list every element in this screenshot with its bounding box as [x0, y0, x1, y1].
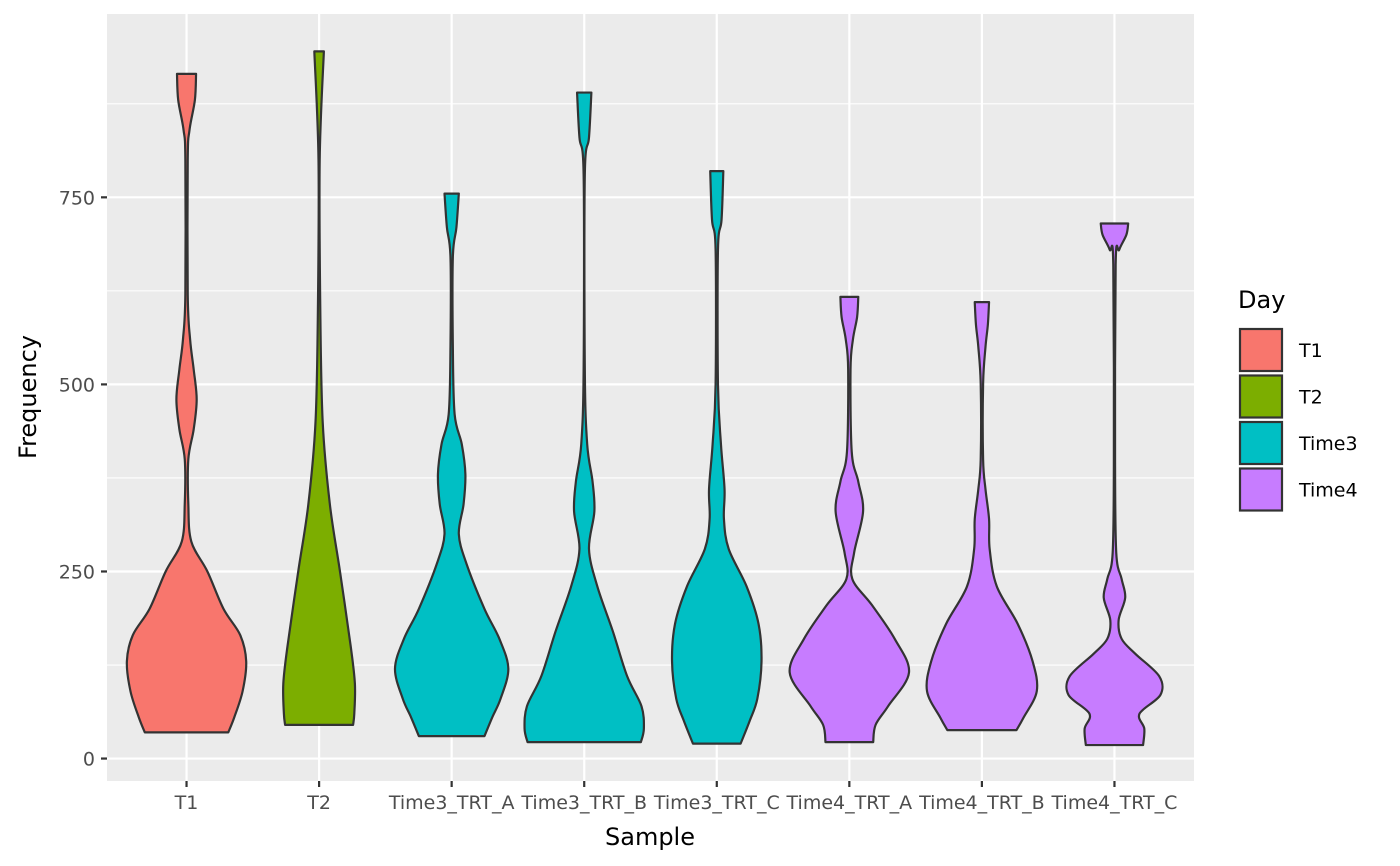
x-tick-label: Time4_TRT_C: [1051, 792, 1178, 814]
x-tick-label: Time3_TRT_B: [520, 792, 647, 814]
x-axis-title: Sample: [605, 823, 695, 851]
x-tick-label: Time3_TRT_C: [653, 792, 780, 814]
violin-time4-trt-b: [925, 300, 1039, 732]
legend-title: Day: [1238, 286, 1285, 314]
violin-time4-trt-a: [788, 295, 911, 744]
violin-t1: [125, 72, 248, 734]
legend-key-time3: [1238, 420, 1284, 466]
x-axis: T1 T2 Time3_TRT_A Time3_TRT_B Time3_TRT_C Tim…: [174, 781, 1178, 814]
legend-key-time4: [1238, 467, 1284, 512]
violin-time3-trt-c: [670, 170, 763, 745]
violin-layer: [125, 50, 1164, 747]
legend-key-t2: [1238, 374, 1284, 419]
legend-label-t1: T1: [1298, 340, 1323, 362]
violin-time3-trt-a: [393, 192, 510, 738]
violin-time4-trt-c: [1065, 222, 1164, 747]
legend: Day T1 T2 Time3 Time4: [1238, 286, 1358, 512]
y-tick-label: 750: [59, 187, 95, 209]
legend-label-time4: Time4: [1298, 480, 1358, 502]
legend-label-time3: Time3: [1298, 433, 1358, 455]
legend-key-t1: [1238, 327, 1284, 373]
y-axis: 0 250 500 750: [59, 187, 107, 771]
x-tick-label: Time4_TRT_B: [918, 792, 1045, 814]
x-tick-label: T2: [306, 792, 331, 814]
x-tick-label: Time4_TRT_A: [786, 792, 913, 814]
x-tick-label: Time3_TRT_A: [388, 792, 515, 814]
violin-t2: [282, 50, 357, 726]
y-tick-label: 0: [83, 749, 95, 771]
y-tick-label: 250: [59, 561, 95, 583]
legend-label-t2: T2: [1298, 387, 1323, 409]
violin-time3-trt-b: [523, 91, 646, 744]
y-axis-title: Frequency: [14, 335, 42, 459]
y-tick-label: 500: [59, 374, 95, 396]
x-tick-label: T1: [174, 792, 199, 814]
